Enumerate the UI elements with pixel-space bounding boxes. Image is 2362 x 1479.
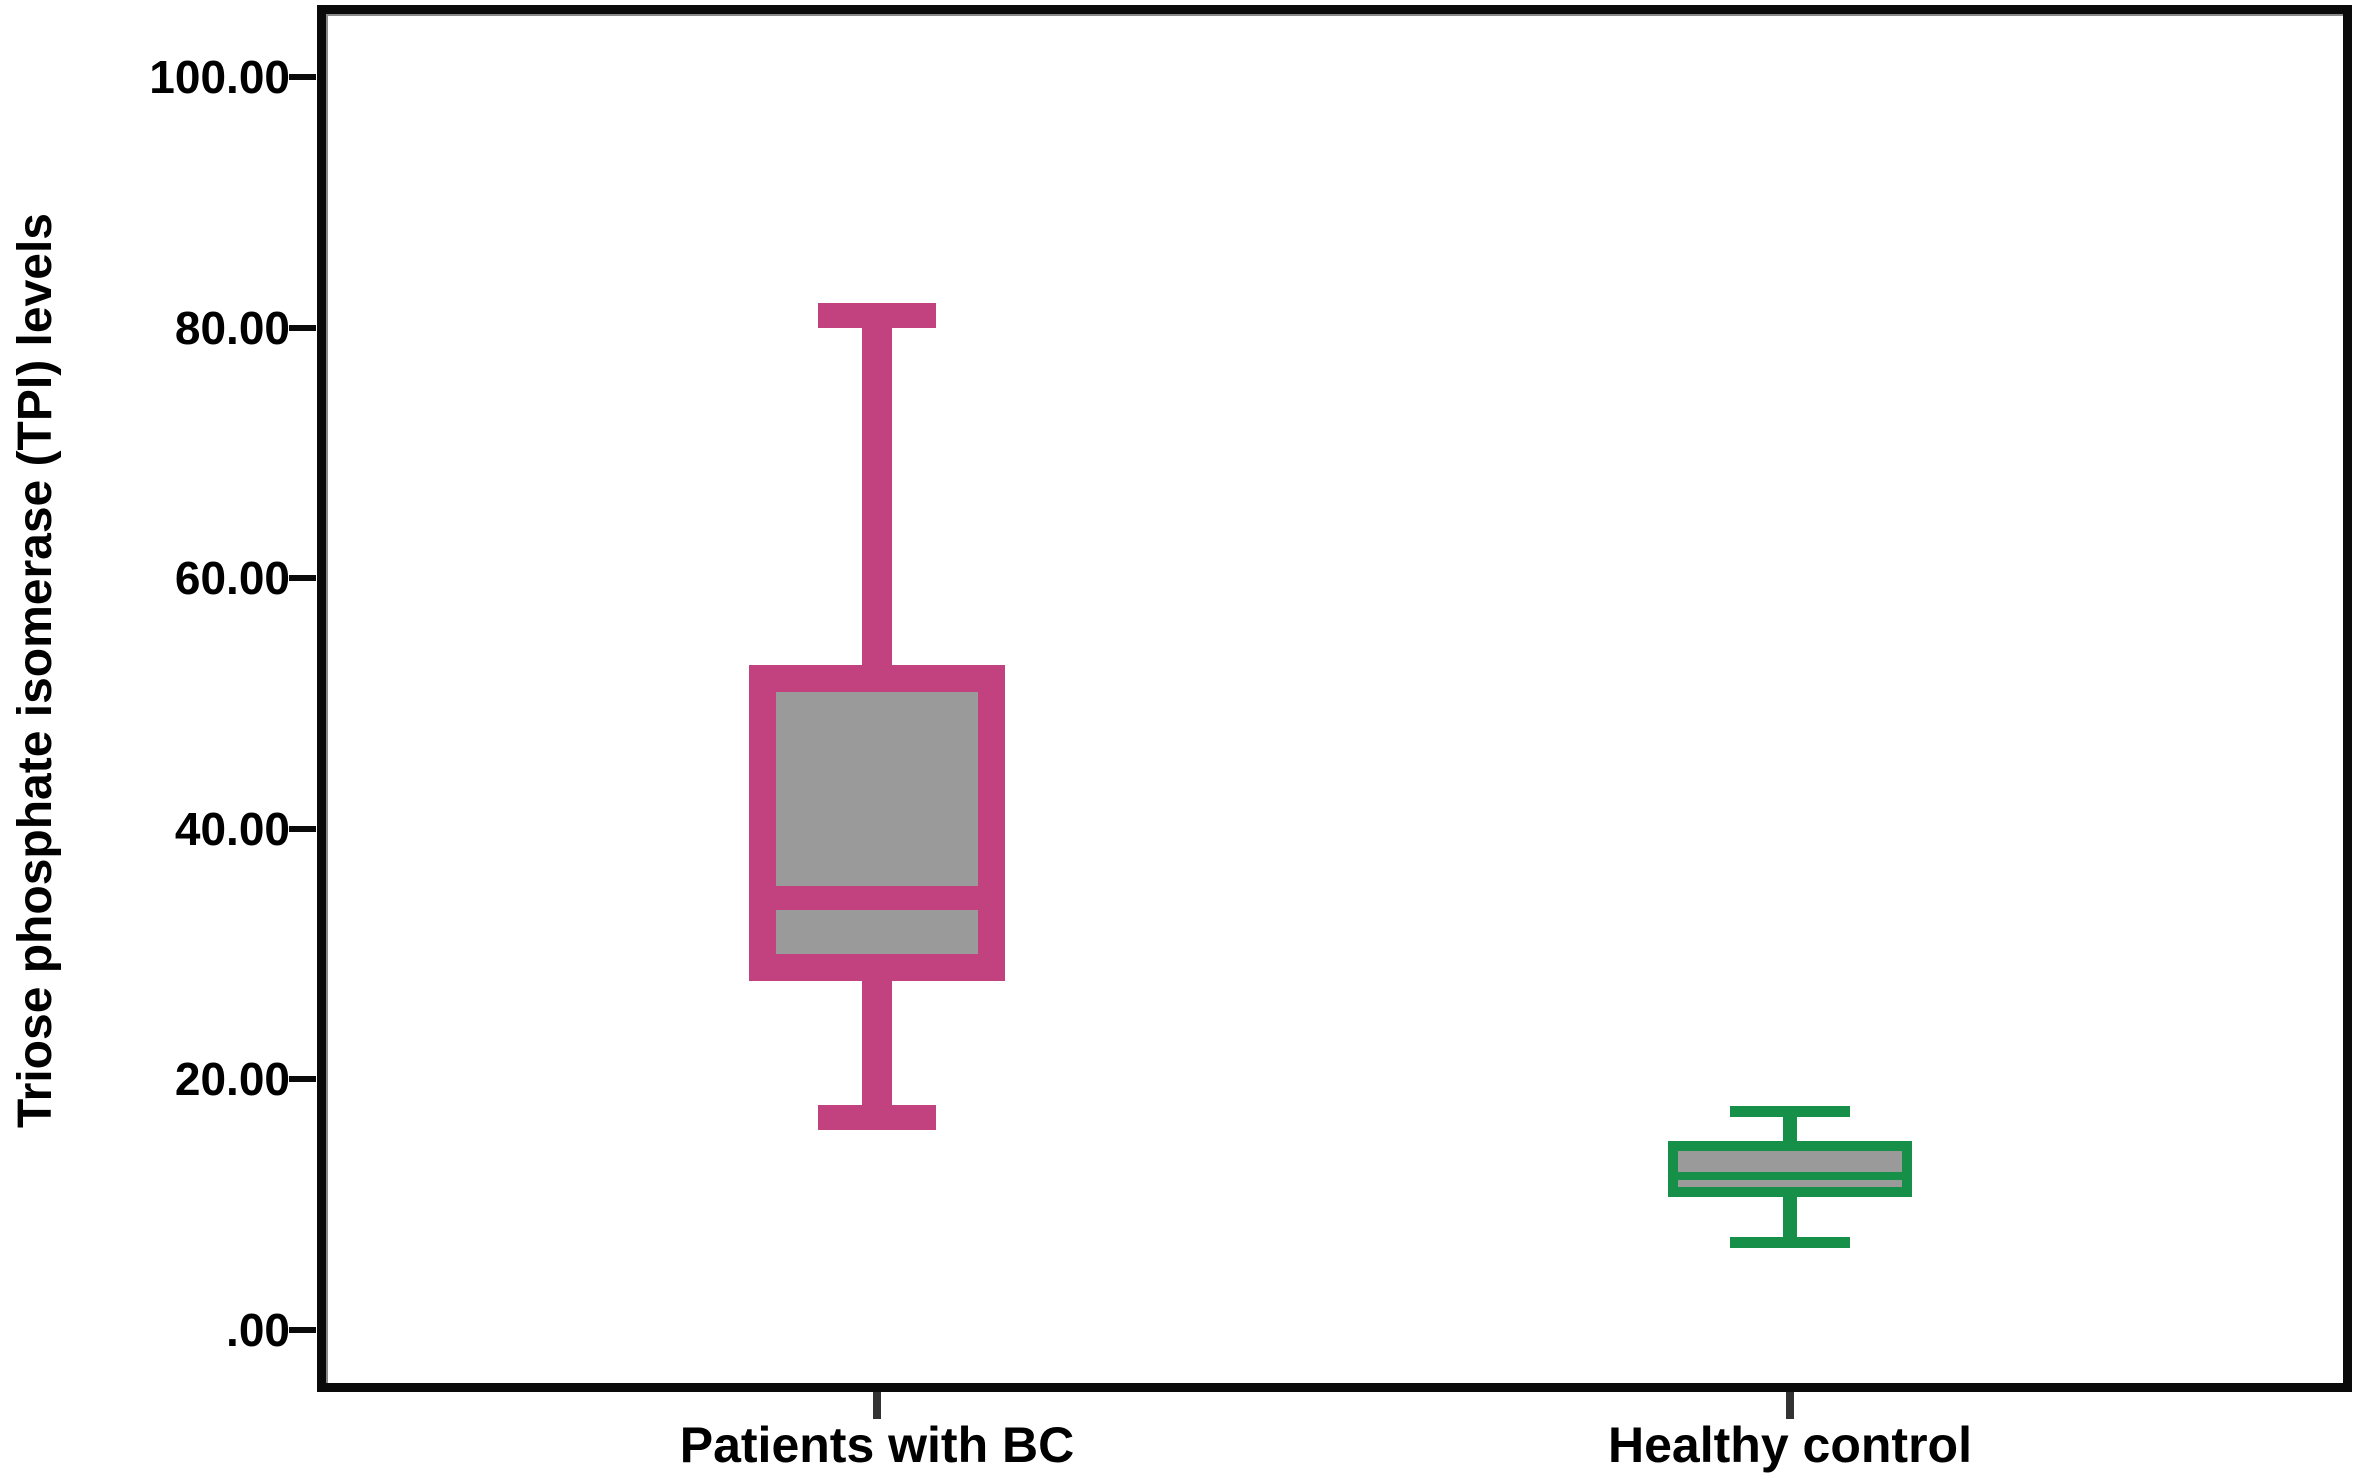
plot-area <box>317 5 2352 1392</box>
box <box>1668 1141 1912 1197</box>
whisker-cap-bottom <box>1730 1236 1850 1248</box>
x-tick-patients <box>873 1392 881 1419</box>
y-tick-label: 60.00 <box>174 552 290 604</box>
y-tick-mark <box>289 826 316 832</box>
y-tick-mark <box>289 1327 316 1333</box>
y-axis-title-wrap: Triose phosphate isomerase (TPI) levels <box>0 0 70 1340</box>
y-tick-mark <box>289 74 316 80</box>
y-tick-label: 100.00 <box>149 51 290 103</box>
y-tick-mark <box>289 575 316 581</box>
whisker-cap-top <box>818 302 936 328</box>
y-tick-label: 80.00 <box>174 302 290 354</box>
x-category-label-patients: Patients with BC <box>679 1417 1075 1473</box>
whisker-cap-top <box>1730 1105 1850 1117</box>
y-tick-label: .00 <box>226 1304 290 1356</box>
x-tick-healthy <box>1786 1392 1794 1419</box>
median-line <box>776 886 978 910</box>
whisker-cap-bottom <box>818 1104 936 1130</box>
box <box>749 664 1005 981</box>
y-tick-label: 20.00 <box>174 1053 290 1105</box>
median-line <box>1678 1172 1902 1180</box>
y-tick-label: 40.00 <box>174 803 290 855</box>
y-tick-mark <box>289 325 316 331</box>
y-tick-mark <box>289 1076 316 1082</box>
x-category-label-healthy: Healthy control <box>1608 1417 1972 1473</box>
